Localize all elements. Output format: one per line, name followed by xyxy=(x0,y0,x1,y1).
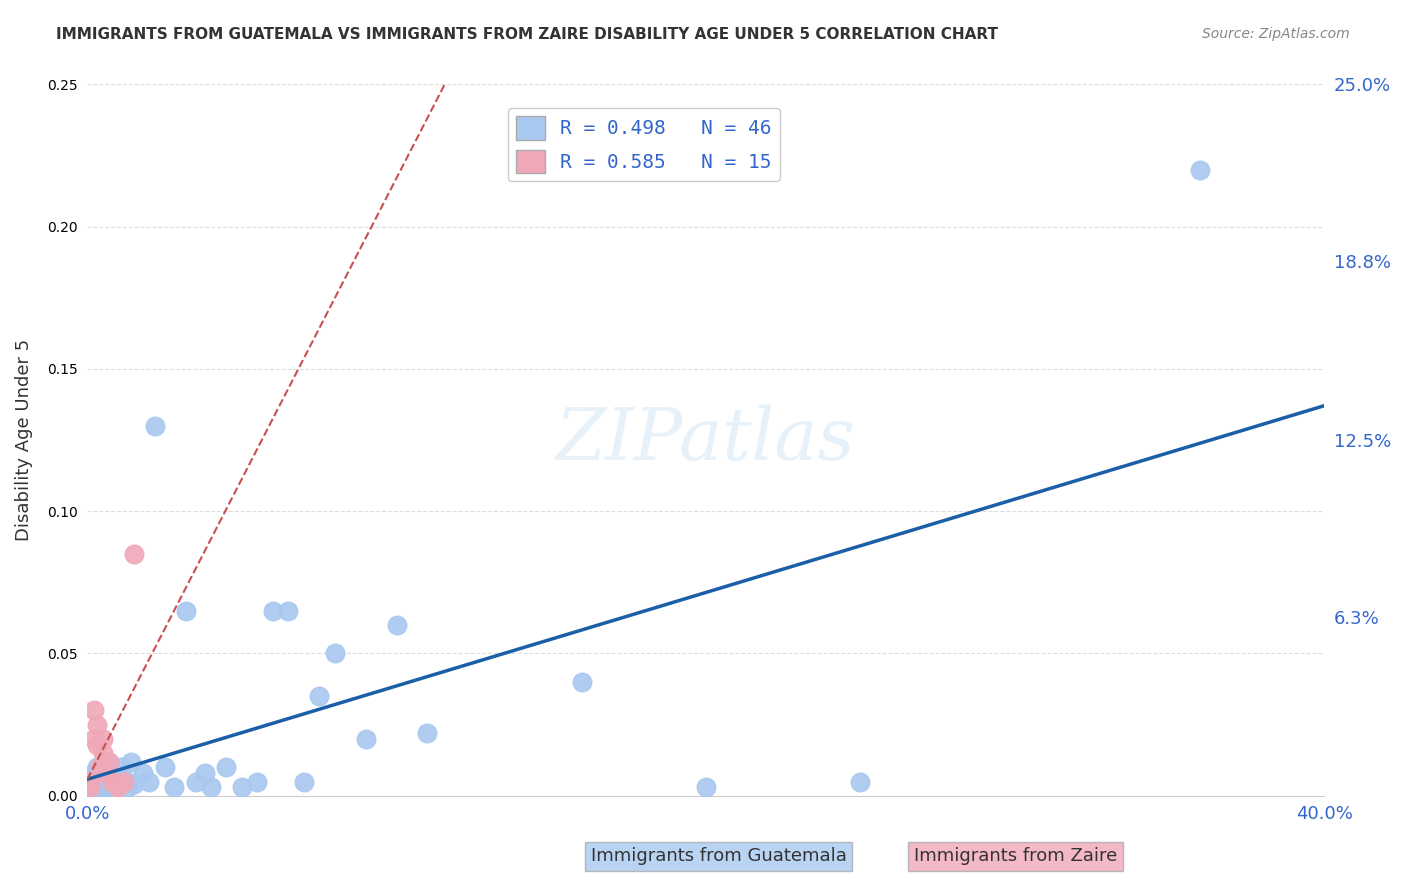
Point xyxy=(122,777,145,791)
Point xyxy=(231,780,253,795)
Point xyxy=(354,731,377,746)
Point xyxy=(122,547,145,561)
Text: ZIPatlas: ZIPatlas xyxy=(555,405,855,475)
Text: Immigrants from Guatemala: Immigrants from Guatemala xyxy=(591,847,846,865)
Text: Source: ZipAtlas.com: Source: ZipAtlas.com xyxy=(1202,27,1350,41)
Legend: R = 0.498   N = 46, R = 0.585   N = 15: R = 0.498 N = 46, R = 0.585 N = 15 xyxy=(508,109,780,181)
Point xyxy=(132,766,155,780)
Point xyxy=(416,726,439,740)
Point xyxy=(98,755,121,769)
Point xyxy=(145,418,167,433)
Point xyxy=(91,731,114,746)
Point xyxy=(277,604,299,618)
Point xyxy=(94,766,117,780)
Text: Immigrants from Zaire: Immigrants from Zaire xyxy=(914,847,1118,865)
Point xyxy=(86,717,108,731)
Point xyxy=(83,783,105,797)
Point xyxy=(292,774,315,789)
Point xyxy=(83,703,105,717)
Point xyxy=(262,604,284,618)
Point xyxy=(138,774,160,789)
Point xyxy=(83,766,105,780)
Point xyxy=(323,647,346,661)
Y-axis label: Disability Age Under 5: Disability Age Under 5 xyxy=(15,339,32,541)
Point xyxy=(101,774,124,789)
Point xyxy=(89,777,111,791)
Point xyxy=(86,780,108,795)
Point xyxy=(86,772,108,786)
Point xyxy=(104,766,127,780)
Point xyxy=(571,675,593,690)
Point xyxy=(120,755,142,769)
Point xyxy=(107,780,129,795)
Point xyxy=(83,731,105,746)
Point xyxy=(200,780,222,795)
Point xyxy=(79,780,101,795)
Point xyxy=(174,604,197,618)
Point xyxy=(163,780,186,795)
Point xyxy=(117,780,139,795)
Point xyxy=(94,766,117,780)
Point xyxy=(86,738,108,752)
Point xyxy=(91,760,114,774)
Point xyxy=(246,774,269,789)
Point xyxy=(110,760,132,774)
Point xyxy=(79,780,101,795)
Point xyxy=(94,780,117,795)
Point xyxy=(153,760,176,774)
Point xyxy=(107,780,129,795)
Point xyxy=(98,755,121,769)
Point xyxy=(308,689,330,703)
Point xyxy=(385,618,408,632)
Point xyxy=(215,760,238,774)
Point xyxy=(849,774,872,789)
Point xyxy=(79,774,101,789)
Point xyxy=(101,774,124,789)
Point xyxy=(695,780,717,795)
Point xyxy=(86,760,108,774)
Point xyxy=(89,769,111,783)
Point xyxy=(1189,162,1212,177)
Point xyxy=(114,774,136,789)
Text: IMMIGRANTS FROM GUATEMALA VS IMMIGRANTS FROM ZAIRE DISABILITY AGE UNDER 5 CORREL: IMMIGRANTS FROM GUATEMALA VS IMMIGRANTS … xyxy=(56,27,998,42)
Point xyxy=(91,746,114,760)
Point xyxy=(114,772,136,786)
Point xyxy=(79,774,101,789)
Point xyxy=(91,783,114,797)
Point xyxy=(89,760,111,774)
Point xyxy=(184,774,207,789)
Point xyxy=(194,766,217,780)
